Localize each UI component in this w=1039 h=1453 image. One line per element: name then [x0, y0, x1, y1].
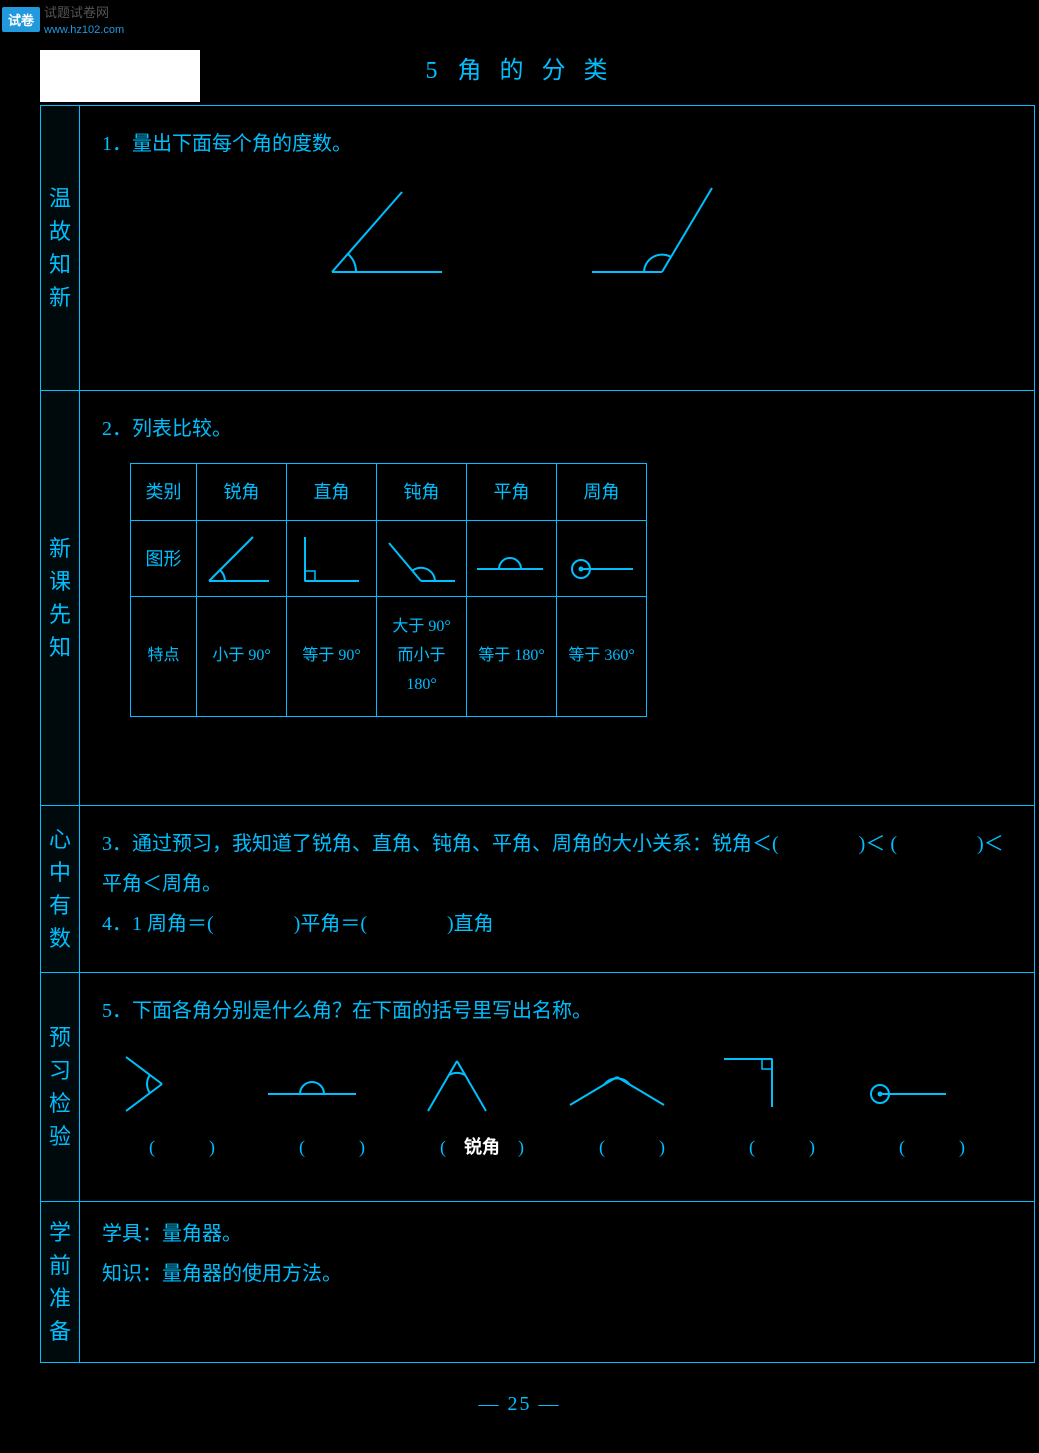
- q5-item-2: ( ): [262, 1049, 402, 1165]
- q5-figures: ( ) ( ) ( 锐角 ) ( ): [102, 1031, 1012, 1173]
- q5-item-5: ( ): [712, 1049, 852, 1165]
- q5-item-1: ( ): [112, 1049, 252, 1165]
- q5-item-4: ( ): [562, 1049, 702, 1165]
- page-number: — 25 —: [40, 1393, 999, 1416]
- prep-knowledge: 知识：量角器的使用方法。: [102, 1254, 1012, 1294]
- page: 5角 的 分 类 温故知新 1．量出下面每个角的度数。: [40, 50, 999, 1416]
- section-label-prep: 学前准备: [41, 1202, 80, 1363]
- q2-prompt: 2．列表比较。: [102, 409, 1012, 449]
- page-title: 5角 的 分 类: [40, 50, 999, 85]
- q4-text: 4．1 周角＝( )平角＝( )直角: [102, 904, 1012, 944]
- th-full: 周角: [557, 464, 647, 521]
- angle-acute-icon: [322, 182, 452, 282]
- th-right: 直角: [287, 464, 377, 521]
- q1-figures: [102, 164, 1012, 362]
- section-understand: 3．通过预习，我知道了锐角、直角、钝角、平角、周角的大小关系：锐角＜( )＜ (…: [80, 806, 1035, 973]
- q5-item-3: ( 锐角 ): [412, 1049, 552, 1165]
- section-label-check: 预习检验: [41, 973, 80, 1202]
- q5-prompt: 5．下面各角分别是什么角？在下面的括号里写出名称。: [102, 991, 1012, 1031]
- cell-right-feat: 等于 90°: [287, 597, 377, 717]
- section-preview: 2．列表比较。 类别 锐角 直角 钝角 平角 周角 图形: [80, 391, 1035, 806]
- section-review: 1．量出下面每个角的度数。: [80, 106, 1035, 391]
- row-feature-label: 特点: [131, 597, 197, 717]
- section-prep: 学具：量角器。 知识：量角器的使用方法。: [80, 1202, 1035, 1363]
- section-check: 5．下面各角分别是什么角？在下面的括号里写出名称。 ( ) ( ) ( 锐角 ): [80, 973, 1035, 1202]
- th-straight: 平角: [467, 464, 557, 521]
- cell-obtuse-shape: [377, 521, 467, 597]
- th-type: 类别: [131, 464, 197, 521]
- angle-acute2-icon: [592, 182, 722, 282]
- cell-acute-shape: [197, 521, 287, 597]
- section-label-review: 温故知新: [41, 106, 80, 391]
- angle-types-table: 类别 锐角 直角 钝角 平角 周角 图形: [130, 463, 647, 717]
- cell-right-shape: [287, 521, 377, 597]
- row-shape-label: 图形: [131, 521, 197, 597]
- th-acute: 锐角: [197, 464, 287, 521]
- prep-tools: 学具：量角器。: [102, 1214, 1012, 1254]
- q1-prompt: 1．量出下面每个角的度数。: [102, 124, 1012, 164]
- th-obtuse: 钝角: [377, 464, 467, 521]
- section-label-preview: 新课先知: [41, 391, 80, 806]
- cell-acute-feat: 小于 90°: [197, 597, 287, 717]
- cell-obtuse-feat: 大于 90° 而小于 180°: [377, 597, 467, 717]
- q3-text: 3．通过预习，我知道了锐角、直角、钝角、平角、周角的大小关系：锐角＜( )＜ (…: [102, 824, 1012, 904]
- worksheet-table: 温故知新 1．量出下面每个角的度数。: [40, 105, 1035, 1363]
- site-watermark: 试卷 试题试卷网 www.hz102.com: [2, 2, 124, 36]
- watermark-badge: 试卷: [2, 7, 40, 32]
- cell-straight-feat: 等于 180°: [467, 597, 557, 717]
- cell-full-feat: 等于 360°: [557, 597, 647, 717]
- cell-full-shape: [557, 521, 647, 597]
- section-label-understand: 心中有数: [41, 806, 80, 973]
- q5-item-6: ( ): [862, 1049, 1002, 1165]
- watermark-text: 试题试卷网 www.hz102.com: [44, 2, 124, 36]
- cell-straight-shape: [467, 521, 557, 597]
